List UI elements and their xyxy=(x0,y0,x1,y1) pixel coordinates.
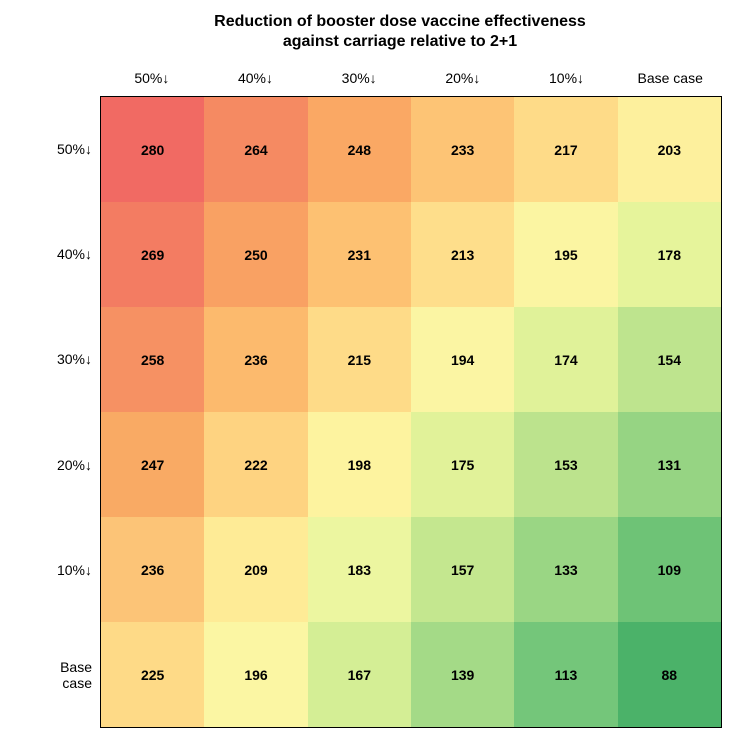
heatmap-cell: 167 xyxy=(308,622,411,727)
col-header: 10%↓ xyxy=(515,70,619,86)
heatmap-cell: 247 xyxy=(101,412,204,517)
heatmap-cell: 154 xyxy=(618,307,721,412)
heatmap-cell: 109 xyxy=(618,517,721,622)
heatmap-cell: 178 xyxy=(618,202,721,307)
heatmap-cell: 217 xyxy=(514,97,617,202)
heatmap-cell: 258 xyxy=(101,307,204,412)
row-header: 10%↓ xyxy=(32,517,98,622)
heatmap-cell: 195 xyxy=(514,202,617,307)
heatmap-cell: 231 xyxy=(308,202,411,307)
row-header: 50%↓ xyxy=(32,96,98,201)
chart-title: Reduction of booster dose vaccine effect… xyxy=(80,12,720,52)
col-header: 50%↓ xyxy=(100,70,204,86)
heatmap-cell: 153 xyxy=(514,412,617,517)
heatmap-cell: 183 xyxy=(308,517,411,622)
title-line-2: against carriage relative to 2+1 xyxy=(283,33,517,50)
heatmap-cell: 198 xyxy=(308,412,411,517)
heatmap-cell: 264 xyxy=(204,97,307,202)
heatmap-cell: 236 xyxy=(204,307,307,412)
heatmap-row: 247222198175153131 xyxy=(101,412,721,517)
heatmap-cell: 175 xyxy=(411,412,514,517)
row-header: 30%↓ xyxy=(32,307,98,412)
title-line-1: Reduction of booster dose vaccine effect… xyxy=(214,13,586,30)
heatmap-cell: 209 xyxy=(204,517,307,622)
heatmap-cell: 233 xyxy=(411,97,514,202)
heatmap-cell: 174 xyxy=(514,307,617,412)
heatmap-cell: 194 xyxy=(411,307,514,412)
column-headers: 50%↓ 40%↓ 30%↓ 20%↓ 10%↓ Base case xyxy=(100,70,722,86)
heatmap-cell: 113 xyxy=(514,622,617,727)
heatmap-figure: Reduction of booster dose vaccine effect… xyxy=(0,0,740,742)
heatmap-cell: 203 xyxy=(618,97,721,202)
col-header: Base case xyxy=(618,70,722,86)
heatmap-cell: 269 xyxy=(101,202,204,307)
row-header: Base case xyxy=(32,623,98,728)
col-header: 40%↓ xyxy=(204,70,308,86)
heatmap-cell: 222 xyxy=(204,412,307,517)
heatmap-cell: 213 xyxy=(411,202,514,307)
col-header: 20%↓ xyxy=(411,70,515,86)
heatmap-cell: 215 xyxy=(308,307,411,412)
row-header: 20%↓ xyxy=(32,412,98,517)
heatmap-cell: 133 xyxy=(514,517,617,622)
heatmap-cell: 280 xyxy=(101,97,204,202)
heatmap-row: 269250231213195178 xyxy=(101,202,721,307)
row-headers: 50%↓ 40%↓ 30%↓ 20%↓ 10%↓ Base case xyxy=(32,96,98,728)
row-header: 40%↓ xyxy=(32,201,98,306)
heatmap-cell: 157 xyxy=(411,517,514,622)
heatmap-cell: 248 xyxy=(308,97,411,202)
heatmap-cell: 250 xyxy=(204,202,307,307)
heatmap-row: 280264248233217203 xyxy=(101,97,721,202)
heatmap-row: 236209183157133109 xyxy=(101,517,721,622)
heatmap-row: 258236215194174154 xyxy=(101,307,721,412)
heatmap-cell: 225 xyxy=(101,622,204,727)
heatmap-cell: 236 xyxy=(101,517,204,622)
heatmap-cell: 139 xyxy=(411,622,514,727)
heatmap-row: 22519616713911388 xyxy=(101,622,721,727)
col-header: 30%↓ xyxy=(307,70,411,86)
heatmap-cell: 131 xyxy=(618,412,721,517)
heatmap-cell: 88 xyxy=(618,622,721,727)
heatmap-grid: 2802642482332172032692502312131951782582… xyxy=(100,96,722,728)
heatmap-cell: 196 xyxy=(204,622,307,727)
